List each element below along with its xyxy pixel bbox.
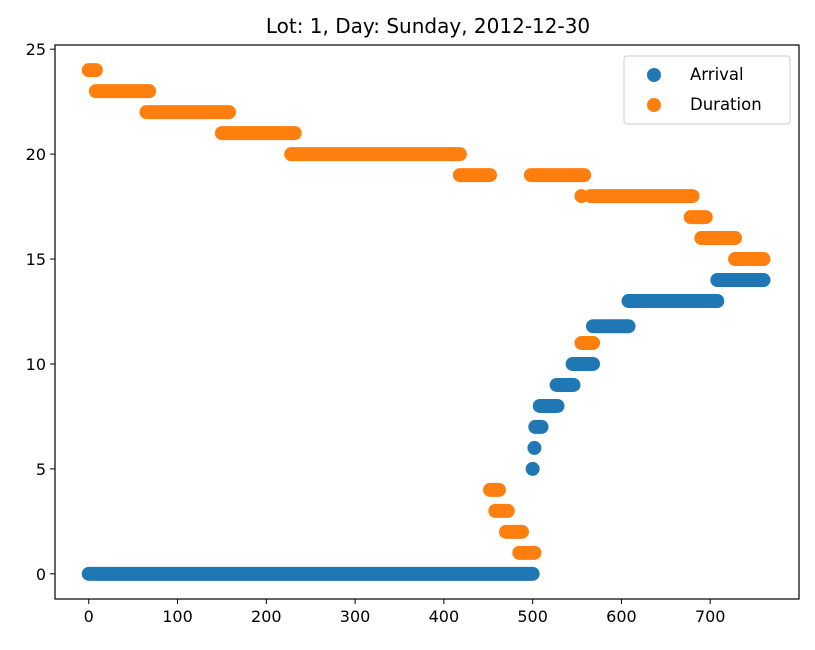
y-tick-label: 0 <box>36 565 46 584</box>
x-tick-label: 500 <box>517 607 548 626</box>
legend-marker-arrival <box>647 68 661 82</box>
x-tick-label: 300 <box>340 607 371 626</box>
axes-frame <box>54 44 800 600</box>
y-tick-label: 20 <box>26 145 46 164</box>
legend: Arrival Duration <box>623 55 791 125</box>
y-tick-label: 25 <box>26 40 46 59</box>
x-tick-label: 100 <box>162 607 193 626</box>
y-tick-label: 15 <box>26 250 46 269</box>
x-tick-label: 700 <box>695 607 726 626</box>
x-tick-label: 200 <box>251 607 282 626</box>
x-tick-label: 0 <box>84 607 94 626</box>
axis-ticks: 0 100 200 300 400 500 600 700 0 5 10 15 20 25 <box>26 40 726 626</box>
plot-area <box>81 63 771 581</box>
x-tick-label: 400 <box>429 607 460 626</box>
legend-marker-duration <box>647 98 661 112</box>
chart-title: Lot: 1, Day: Sunday, 2012-12-30 <box>266 14 590 38</box>
legend-box <box>623 55 791 125</box>
legend-label-arrival: Arrival <box>690 65 744 84</box>
legend-label-duration: Duration <box>690 95 762 114</box>
y-tick-label: 10 <box>26 355 46 374</box>
y-tick-label: 5 <box>36 460 46 479</box>
x-tick-label: 600 <box>606 607 637 626</box>
